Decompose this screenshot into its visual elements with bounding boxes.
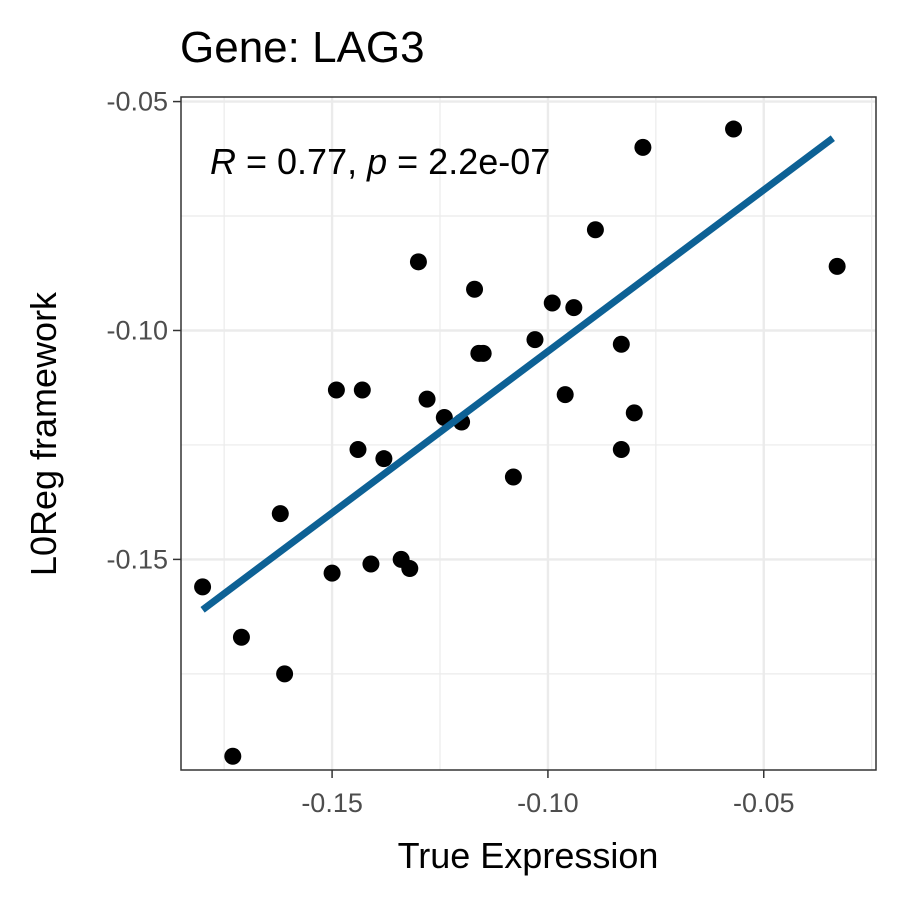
regression-line <box>200 135 835 613</box>
data-point <box>828 257 846 275</box>
data-point <box>375 450 393 468</box>
data-point <box>323 564 341 582</box>
data-point <box>625 404 643 422</box>
data-point <box>362 555 380 573</box>
x-axis-title: True Expression <box>398 835 659 876</box>
data-point <box>526 331 544 349</box>
data-point <box>725 120 743 138</box>
y-axis-title: L0Reg framework <box>23 291 64 576</box>
correlation-annotation: R = 0.77, p = 2.2e-07 <box>210 141 550 182</box>
data-point <box>466 280 484 298</box>
data-point <box>232 628 250 646</box>
y-tick-label: -0.15 <box>106 544 168 574</box>
data-point <box>474 344 492 362</box>
data-point <box>353 381 371 399</box>
x-axis-ticks: -0.15 -0.10 -0.05 <box>301 770 795 818</box>
data-point <box>271 505 289 523</box>
r-value: = 0.77, <box>236 141 367 182</box>
data-points <box>194 120 846 765</box>
x-tick-label: -0.10 <box>517 788 579 818</box>
data-point <box>612 335 630 353</box>
data-point <box>612 441 630 459</box>
plot-panel <box>181 97 876 770</box>
data-point <box>418 390 436 408</box>
y-tick-label: -0.05 <box>106 87 168 117</box>
data-point <box>556 386 574 404</box>
r-symbol: R <box>210 141 236 182</box>
chart-title: Gene: LAG3 <box>180 23 425 72</box>
y-tick-label: -0.10 <box>106 315 168 345</box>
data-point <box>409 253 427 271</box>
p-value: = 2.2e-07 <box>387 141 550 182</box>
data-point <box>349 441 367 459</box>
data-point <box>543 294 561 312</box>
p-symbol: p <box>366 141 387 182</box>
data-point <box>194 578 212 596</box>
data-point <box>565 299 583 317</box>
data-point <box>224 747 242 765</box>
data-point <box>276 665 294 683</box>
major-gridlines <box>181 97 876 770</box>
data-point <box>586 221 604 239</box>
data-point <box>634 138 652 156</box>
y-axis-ticks: -0.05 -0.10 -0.15 <box>106 87 181 574</box>
x-tick-label: -0.15 <box>301 788 363 818</box>
x-tick-label: -0.05 <box>733 788 795 818</box>
data-point <box>327 381 345 399</box>
data-point <box>504 468 522 486</box>
data-point <box>401 560 419 578</box>
panel-border <box>180 96 877 771</box>
